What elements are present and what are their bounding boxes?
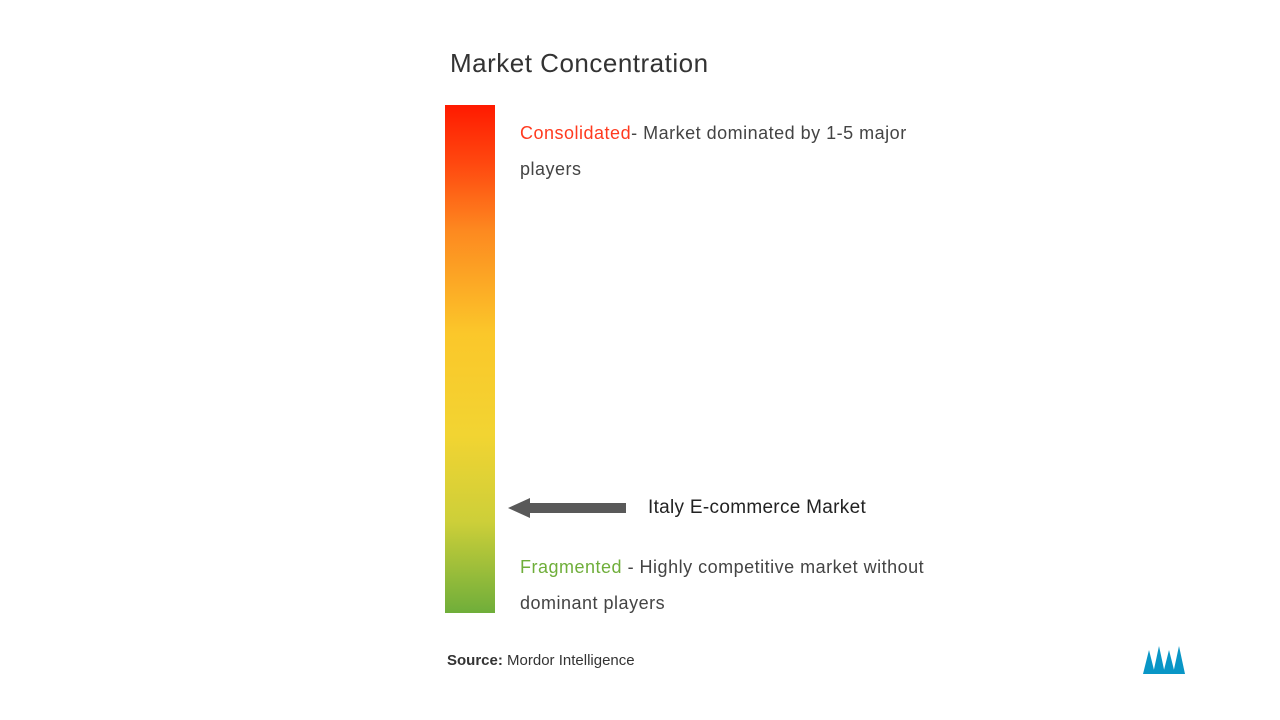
- fragmented-label: Fragmented: [520, 557, 622, 577]
- source-label: Source:: [447, 652, 503, 669]
- gradient-svg: [445, 105, 495, 613]
- page-title: Market Concentration: [450, 48, 709, 79]
- consolidated-description: Consolidated- Market dominated by 1-5 ma…: [520, 115, 970, 187]
- fragmented-description: Fragmented - Highly competitive market w…: [520, 549, 980, 621]
- brand-logo-icon: [1143, 646, 1185, 674]
- source-attribution: Source: Mordor Intelligence: [447, 652, 635, 669]
- concentration-gradient-bar: [445, 105, 495, 613]
- market-pointer-label: Italy E-commerce Market: [648, 497, 866, 519]
- consolidated-label: Consolidated: [520, 123, 631, 143]
- source-value: Mordor Intelligence: [507, 652, 635, 669]
- arrow-left-icon: [508, 496, 628, 520]
- market-pointer: Italy E-commerce Market: [508, 496, 866, 520]
